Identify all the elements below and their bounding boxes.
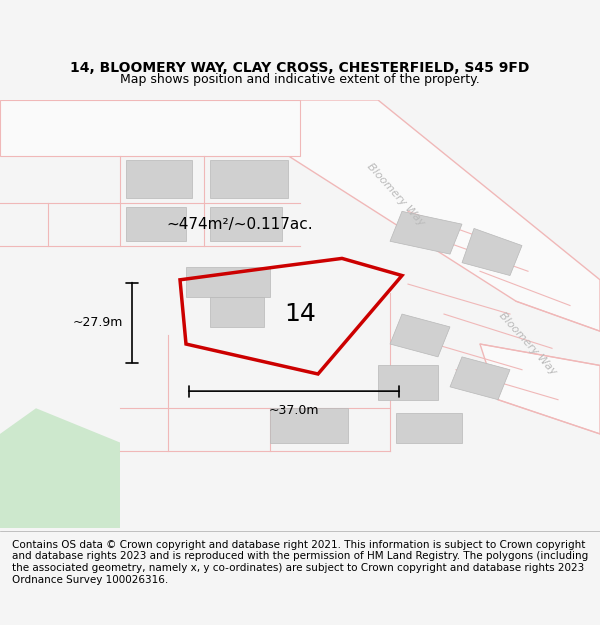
Text: Map shows position and indicative extent of the property.: Map shows position and indicative extent… [120, 73, 480, 86]
Text: ~474m²/~0.117ac.: ~474m²/~0.117ac. [167, 217, 313, 232]
Bar [210, 160, 288, 199]
Polygon shape [462, 228, 522, 276]
Polygon shape [390, 314, 450, 357]
Text: ~37.0m: ~37.0m [269, 404, 319, 417]
Bar [126, 207, 186, 241]
Bar [186, 267, 270, 297]
Polygon shape [288, 100, 600, 331]
Bar [210, 297, 264, 327]
Text: 14: 14 [284, 302, 316, 326]
Polygon shape [480, 344, 600, 434]
Text: Bloomery Way: Bloomery Way [497, 311, 559, 378]
Text: Bloomery Way: Bloomery Way [365, 161, 427, 228]
Bar [378, 366, 438, 400]
Bar [396, 412, 462, 442]
Polygon shape [390, 211, 462, 254]
Text: 14, BLOOMERY WAY, CLAY CROSS, CHESTERFIELD, S45 9FD: 14, BLOOMERY WAY, CLAY CROSS, CHESTERFIE… [70, 61, 530, 75]
Text: Contains OS data © Crown copyright and database right 2021. This information is : Contains OS data © Crown copyright and d… [12, 540, 588, 584]
Polygon shape [450, 357, 510, 400]
Polygon shape [0, 100, 300, 156]
Bar [210, 207, 282, 241]
Bar [270, 408, 348, 442]
Polygon shape [0, 408, 120, 528]
Bar [126, 160, 192, 199]
Text: ~27.9m: ~27.9m [73, 316, 123, 329]
